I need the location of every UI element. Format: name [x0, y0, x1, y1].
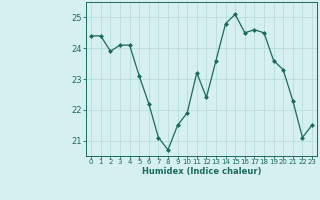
X-axis label: Humidex (Indice chaleur): Humidex (Indice chaleur): [142, 167, 261, 176]
